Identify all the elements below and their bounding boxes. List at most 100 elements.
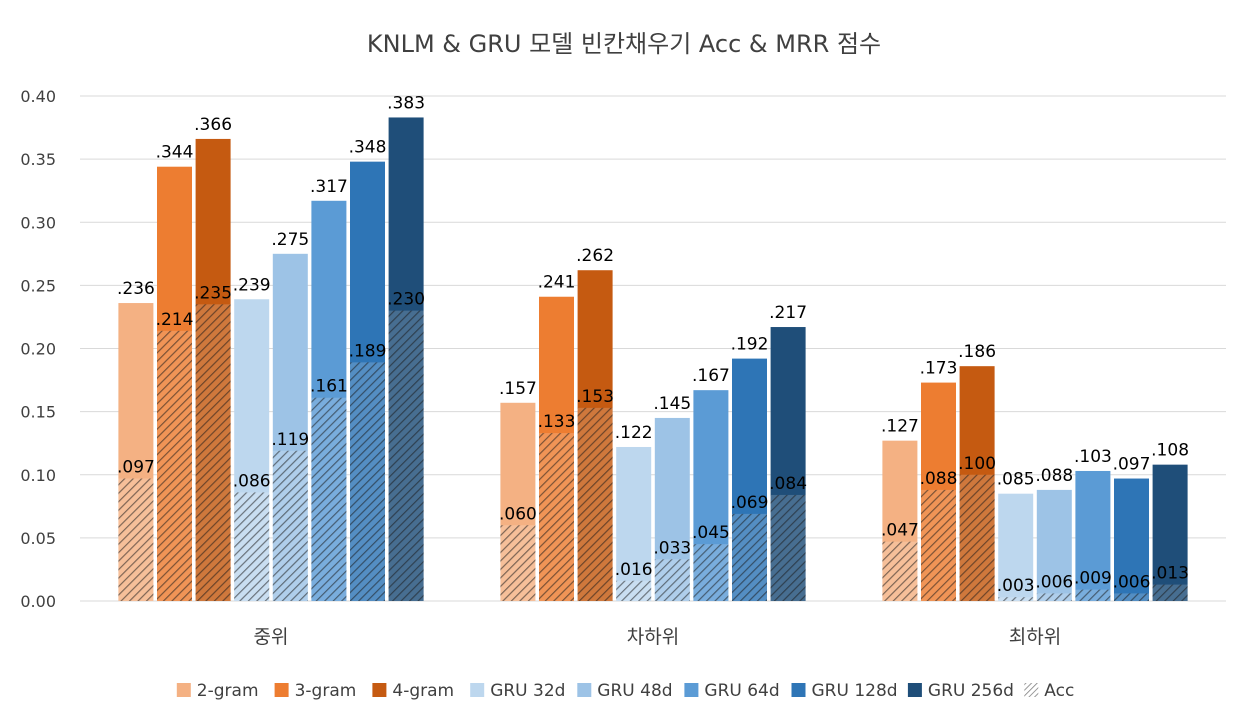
acc-bar <box>1152 584 1188 601</box>
legend-item: 3-gram <box>274 681 356 701</box>
mrr-value-label: .085 <box>997 470 1035 490</box>
acc-bar <box>311 397 347 601</box>
y-tick-label: 0.20 <box>20 340 56 359</box>
acc-value-label: .235 <box>194 283 232 303</box>
mrr-value-label: .145 <box>653 394 691 414</box>
x-axis-categories: 중위 차하위 최하위 <box>254 626 1062 648</box>
acc-value-label: .045 <box>692 523 730 543</box>
mrr-value-label: .344 <box>156 143 194 163</box>
acc-value-label: .069 <box>731 493 769 513</box>
acc-value-label: .214 <box>156 310 194 330</box>
acc-value-label: .060 <box>499 504 537 524</box>
legend: 2-gram 3-gram 4-gram GRU 32d GRU 48d GRU 64d G… <box>176 681 1074 701</box>
mrr-value-label: .108 <box>1151 441 1189 461</box>
gridlines <box>80 95 1226 602</box>
acc-bar <box>539 433 574 601</box>
acc-bar <box>234 492 270 601</box>
mrr-value-label: .167 <box>692 366 730 386</box>
legend-swatch <box>1024 683 1039 697</box>
mrr-value-label: .127 <box>881 417 919 437</box>
legend-item: GRU 256d <box>907 681 1014 701</box>
acc-value-label: .230 <box>387 290 425 310</box>
legend-label: 2-gram <box>197 681 259 701</box>
acc-bar <box>1075 589 1111 601</box>
acc-value-label: .100 <box>958 454 996 474</box>
legend-swatch <box>176 683 191 697</box>
legend-swatch <box>470 683 485 697</box>
legend-label: GRU 48d <box>597 681 672 701</box>
y-tick-label: 0.00 <box>20 592 56 611</box>
y-tick-label: 0.30 <box>20 213 56 232</box>
acc-bar <box>921 489 956 601</box>
mrr-value-label: .348 <box>349 138 387 158</box>
data-labels: .236 .097 .344 .214 .366 .235.239 .086 .275 .119… <box>117 93 1189 596</box>
mrr-bar <box>1152 464 1188 601</box>
legend-item: Acc <box>1024 681 1074 701</box>
acc-bar <box>732 513 767 601</box>
legend-item: GRU 48d <box>577 681 673 701</box>
legend-item: 2-gram <box>176 681 259 701</box>
legend-swatch <box>684 683 699 697</box>
acc-value-label: .088 <box>920 469 958 489</box>
acc-value-label: .086 <box>233 471 271 491</box>
acc-value-label: .016 <box>615 560 653 580</box>
mrr-bar <box>616 446 652 601</box>
chart-title: KNLM & GRU 모델 빈칸채우기 Acc & MRR 점수 <box>367 30 881 58</box>
mrr-value-label: .317 <box>310 177 348 197</box>
acc-value-label: .013 <box>1151 564 1189 584</box>
x-category-label: 차하위 <box>627 626 679 648</box>
acc-value-label: .189 <box>349 341 387 361</box>
legend-item: GRU 32d <box>470 681 565 701</box>
acc-bar <box>693 544 729 601</box>
legend-label: 4-gram <box>392 681 454 701</box>
mrr-value-label: .217 <box>769 303 807 323</box>
y-tick-label: 0.10 <box>20 466 56 485</box>
acc-value-label: .133 <box>538 412 576 432</box>
legend-swatch <box>274 683 289 697</box>
legend-swatch <box>907 683 922 697</box>
acc-bar <box>616 580 652 601</box>
legend-label: GRU 256d <box>928 681 1014 701</box>
legend-item: GRU 64d <box>684 681 780 701</box>
mrr-value-label: .103 <box>1074 447 1112 467</box>
acc-bar <box>998 597 1034 601</box>
mrr-value-label: .186 <box>958 342 996 362</box>
legend-label: GRU 128d <box>812 681 898 701</box>
legend-swatch <box>372 683 387 697</box>
acc-bar <box>272 450 308 601</box>
legend-swatch <box>791 683 806 697</box>
y-tick-label: 0.15 <box>20 403 56 422</box>
x-category-label: 중위 <box>254 626 289 648</box>
y-tick-label: 0.25 <box>20 276 56 295</box>
y-axis-ticks: 0.00 0.05 0.10 0.15 0.20 0.25 0.30 0.35 0.40 <box>20 87 56 611</box>
acc-value-label: .097 <box>117 458 155 478</box>
acc-value-label: .161 <box>310 377 348 397</box>
legend-label: GRU 64d <box>704 681 779 701</box>
mrr-value-label: .236 <box>117 279 155 299</box>
legend-label: Acc <box>1044 681 1074 701</box>
mrr-value-label: .383 <box>387 93 425 113</box>
mrr-bar <box>1114 478 1149 601</box>
acc-value-label: .003 <box>997 576 1035 596</box>
acc-bar <box>882 541 918 601</box>
mrr-value-label: .262 <box>576 246 614 266</box>
acc-bar <box>770 494 806 601</box>
mrr-bar <box>1036 489 1072 601</box>
acc-bar <box>388 310 424 601</box>
acc-bar <box>500 525 536 601</box>
acc-bar <box>577 407 613 601</box>
acc-value-label: .006 <box>1113 572 1151 592</box>
mrr-value-label: .239 <box>233 275 271 295</box>
acc-value-label: .119 <box>271 430 309 450</box>
mrr-bar <box>998 493 1034 601</box>
acc-value-label: .006 <box>1035 572 1073 592</box>
acc-bar <box>959 474 995 601</box>
acc-bar <box>1114 593 1149 601</box>
acc-value-label: .153 <box>576 387 614 407</box>
mrr-value-label: .097 <box>1113 455 1151 475</box>
acc-bar <box>654 559 690 601</box>
acc-bar <box>1036 593 1072 601</box>
legend-swatch <box>577 683 592 697</box>
acc-value-label: .033 <box>653 538 691 558</box>
